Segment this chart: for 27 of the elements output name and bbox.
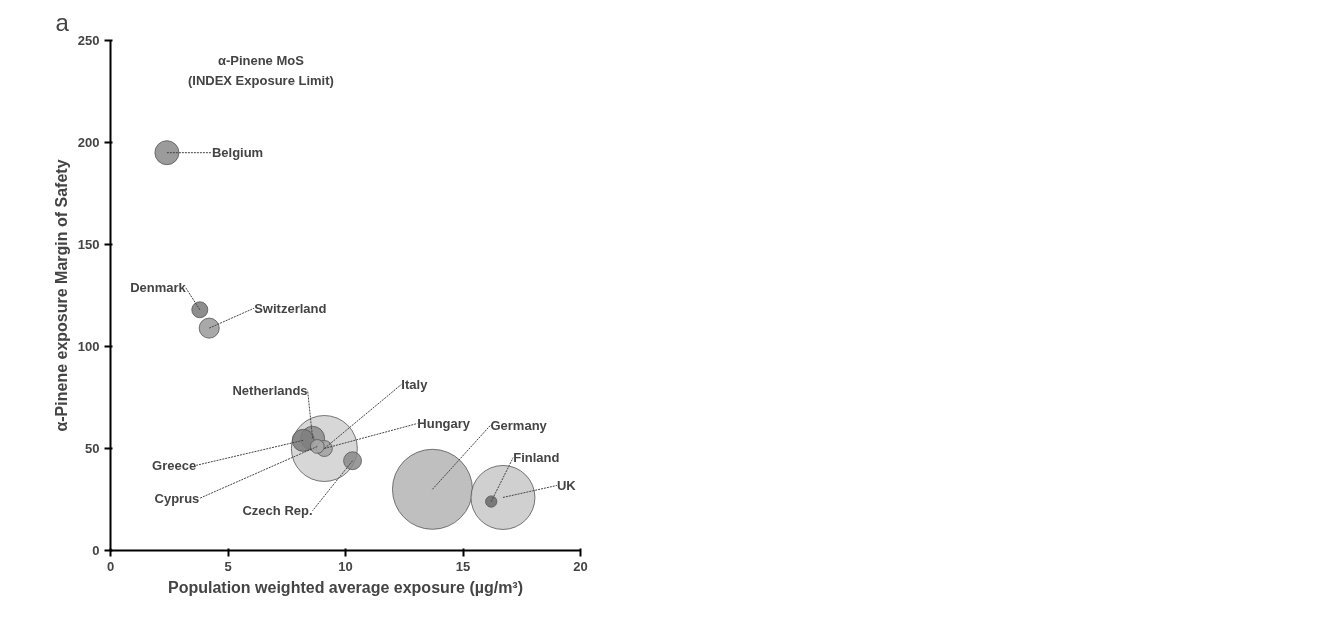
text: Switzerland <box>254 300 327 316</box>
text: Germany <box>490 417 548 433</box>
y-tick-label: 200 <box>77 135 100 150</box>
x-tick-label: 5 <box>224 558 232 574</box>
x-axis-title: Population weighted average exposure (µg/m³) <box>167 578 524 596</box>
x-tick-label: 15 <box>455 558 471 574</box>
x-tick-label: 20 <box>573 558 588 574</box>
text: Cyprus <box>154 490 200 506</box>
y-tick-label: 100 <box>77 339 100 354</box>
y-tick-label: 50 <box>85 441 100 456</box>
text: Czech Rep. <box>242 503 313 519</box>
series-label: Denmark <box>130 280 187 296</box>
series-label: UK <box>556 477 577 493</box>
text: Hungary <box>417 416 471 431</box>
text: α-Pinene MoS (INDEX Exposure Limit) <box>187 53 334 89</box>
y-tick-label: 150 <box>77 237 100 252</box>
text: Belgium <box>211 145 264 161</box>
text: Greece <box>152 457 197 473</box>
text: Netherlands <box>232 382 308 398</box>
y-axis-title: α-Pinene exposure Margin of Safety <box>52 159 70 432</box>
text: a <box>55 8 70 36</box>
x-tick-label: 10 <box>338 558 353 574</box>
text: Finland <box>513 450 560 466</box>
text: Italy <box>401 377 429 392</box>
x-tick-label: 0 <box>106 558 115 574</box>
y-tick-label: 0 <box>92 543 100 558</box>
y-tick-label: 250 <box>77 33 100 48</box>
